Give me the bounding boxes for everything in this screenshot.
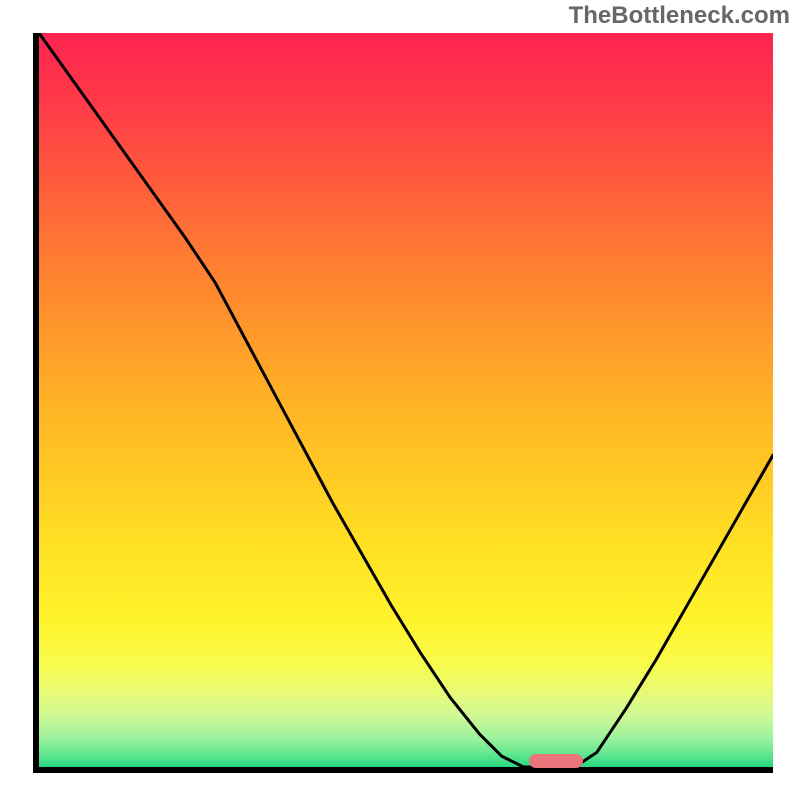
optimal-range-marker (529, 754, 583, 768)
watermark-text: TheBottleneck.com (569, 2, 790, 30)
plot-area (33, 33, 773, 773)
chart-container: { "watermark": { "text": "TheBottleneck.… (0, 0, 800, 800)
bottleneck-curve (39, 33, 773, 767)
